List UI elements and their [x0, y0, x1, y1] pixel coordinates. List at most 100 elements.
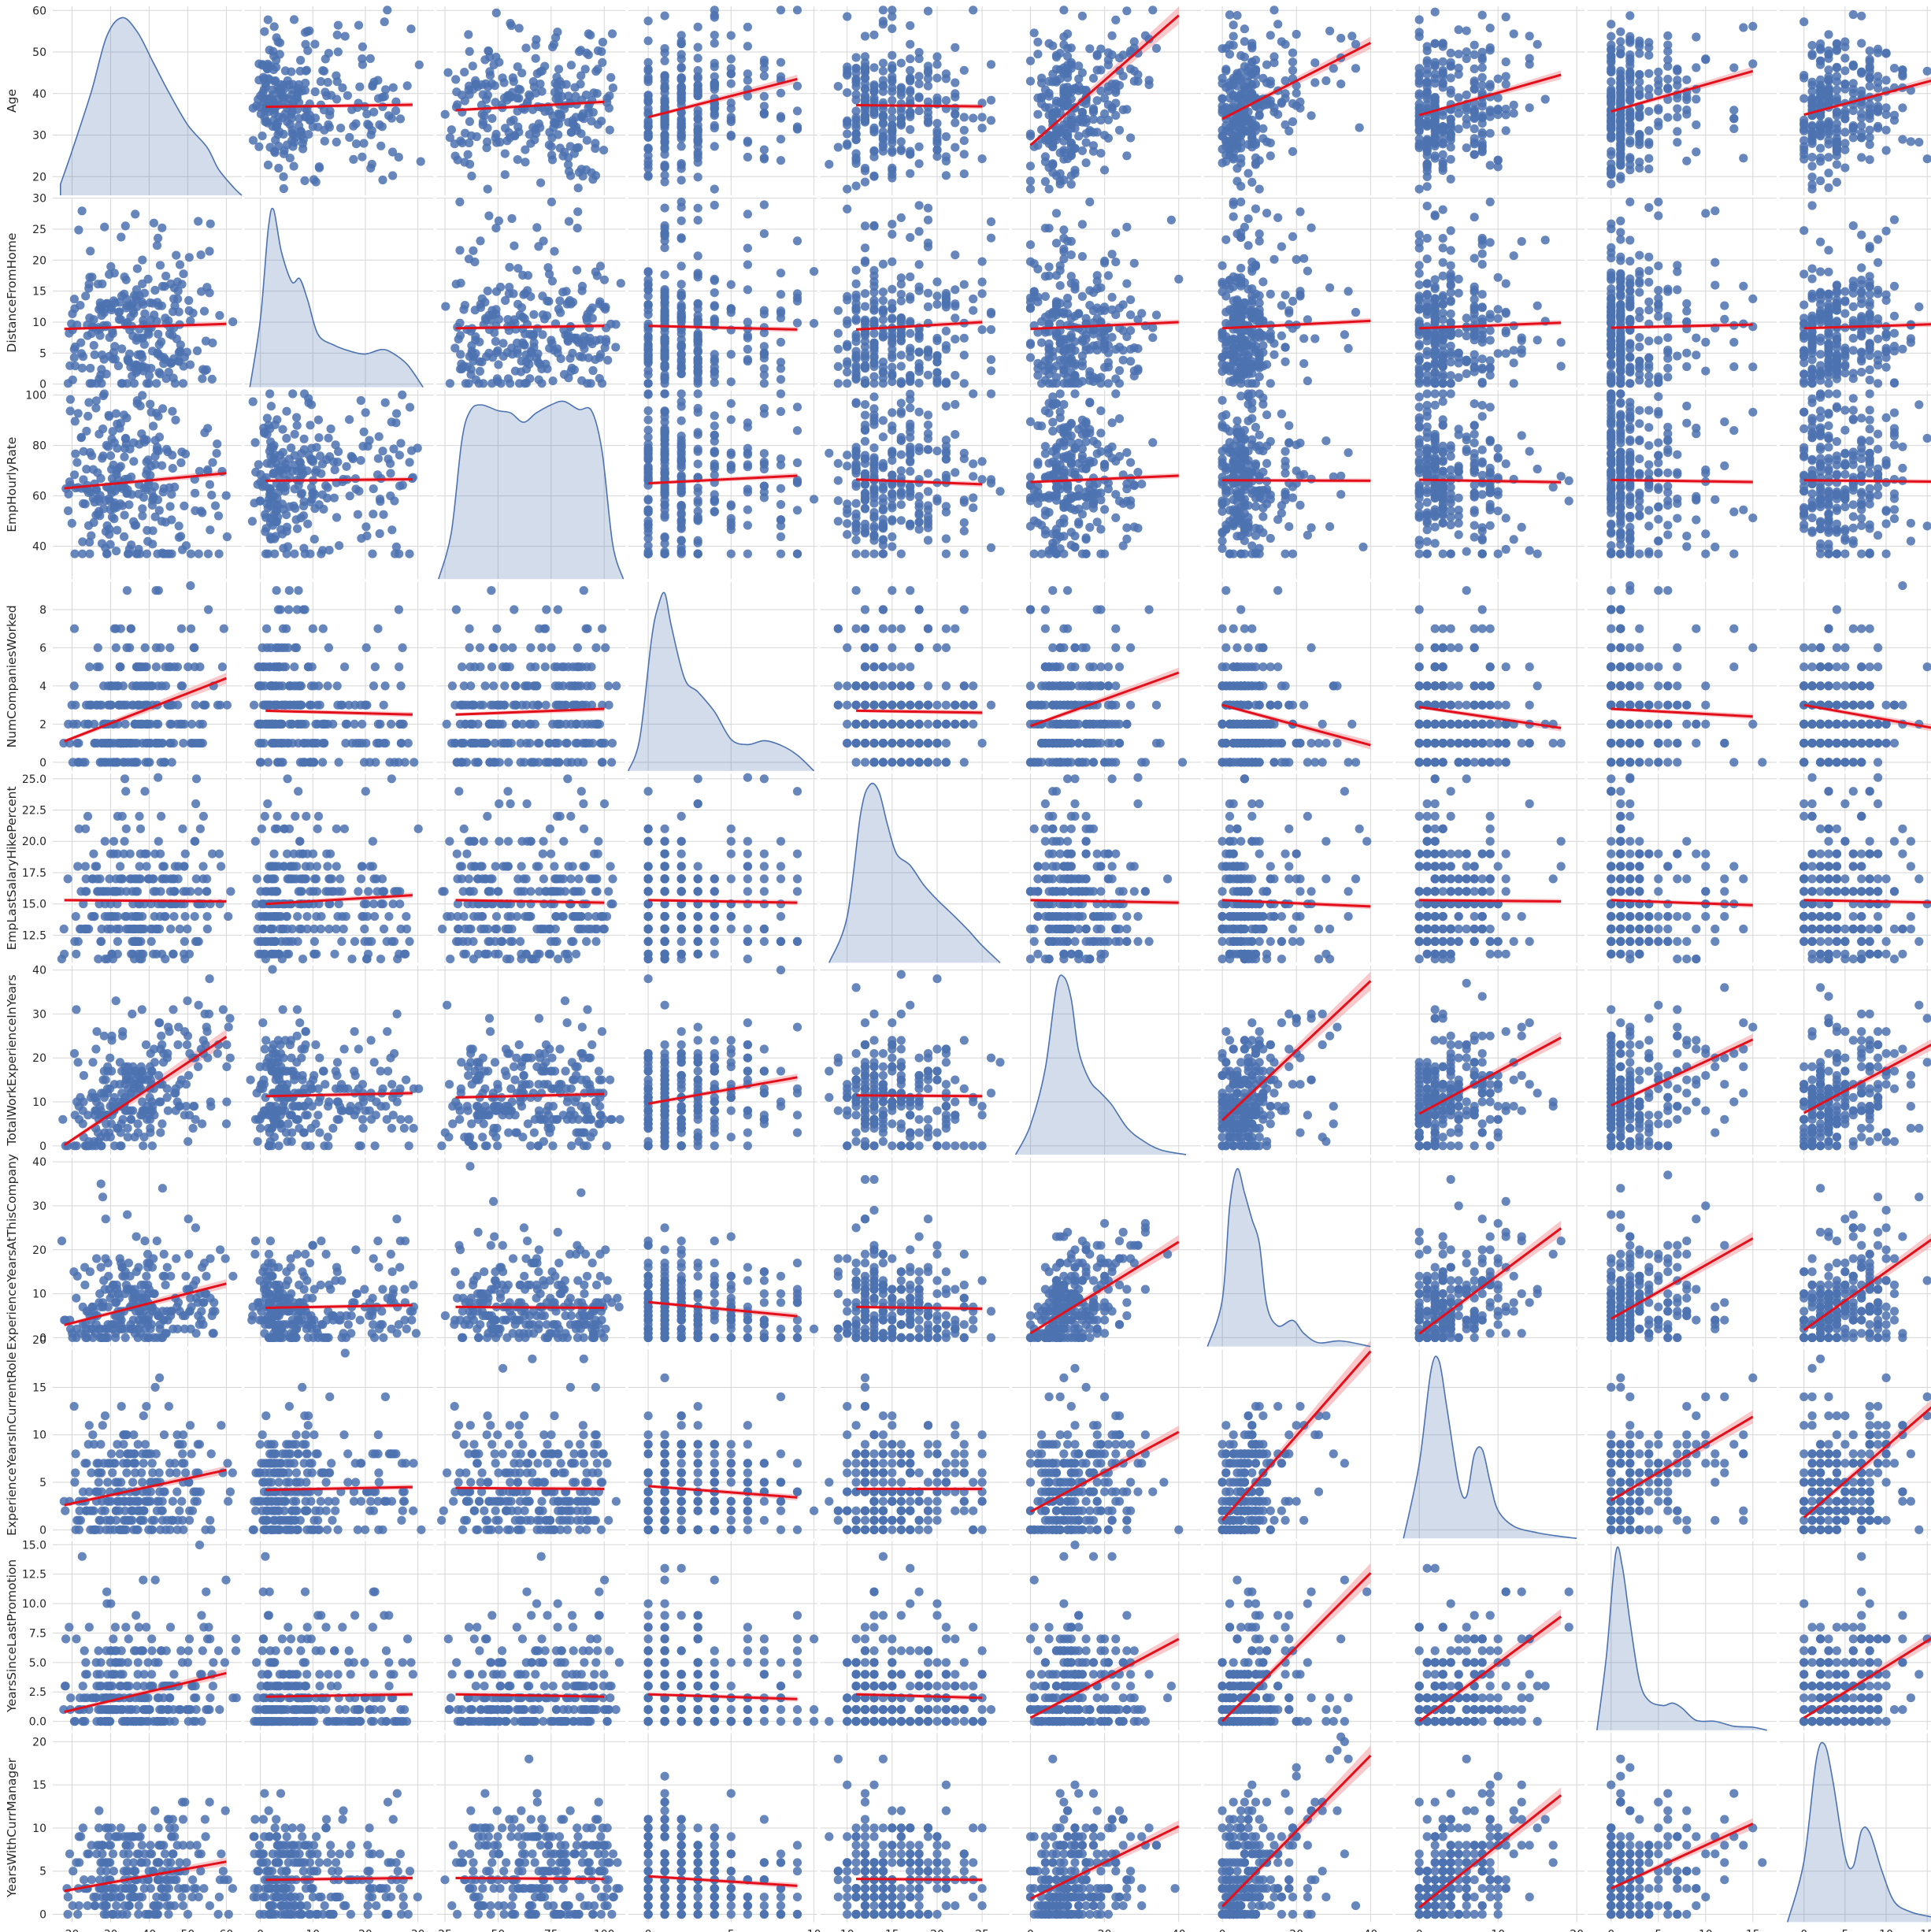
scatter-point [759, 109, 769, 119]
scatter-point [1607, 132, 1616, 141]
scatter-point [598, 37, 608, 47]
scatter-point [693, 368, 702, 377]
scatter-point [1229, 272, 1238, 281]
scatter-point [450, 139, 459, 149]
scatter-point [97, 350, 107, 360]
scatter-point [1898, 65, 1907, 75]
scatter-point [951, 143, 960, 152]
scatter-point [1025, 293, 1036, 302]
scatter-point [986, 366, 996, 376]
scatter-point [1122, 151, 1132, 161]
panel-grid-emp-hourly-rate-vs-emp-hourly-rate [436, 390, 626, 580]
panel-grid-total-work-experience-in-years-vs-num-companies-worked [628, 966, 817, 1155]
scatter-point [1251, 289, 1261, 299]
scatter-point [776, 306, 786, 316]
scatter-point [301, 78, 310, 88]
scatter-point [878, 332, 888, 341]
scatter-point [1914, 138, 1924, 147]
scatter-point [1114, 343, 1125, 352]
scatter-point [381, 85, 391, 95]
scatter-point [914, 282, 924, 291]
scatter-point [1044, 361, 1054, 370]
scatter-point [843, 360, 852, 369]
scatter-point [660, 137, 669, 146]
scatter-point [743, 138, 753, 147]
scatter-point [69, 353, 79, 362]
scatter-point [92, 379, 102, 388]
scatter-point [504, 128, 513, 137]
scatter-point [1229, 32, 1238, 41]
scatter-point [986, 324, 996, 335]
scatter-point [456, 278, 465, 287]
scatter-point [710, 184, 719, 194]
scatter-point [1059, 154, 1069, 164]
scatter-point [1310, 78, 1320, 87]
scatter-point [759, 229, 769, 239]
scatter-point [164, 316, 173, 325]
scatter-point [843, 12, 852, 21]
scatter-point [310, 39, 320, 49]
scatter-point [1509, 100, 1518, 109]
scatter-point [173, 295, 183, 304]
scatter-point [1243, 369, 1253, 379]
scatter-point [443, 68, 453, 77]
panel-grid-years-since-last-promotion-vs-years-since-last-promotion [1587, 1541, 1777, 1730]
scatter-point [616, 279, 625, 288]
scatter-point [1033, 109, 1043, 119]
scatter-point [1430, 79, 1440, 88]
scatter-point [693, 299, 702, 309]
scatter-point [515, 85, 525, 95]
scatter-point [906, 124, 915, 135]
scatter-point [1807, 161, 1817, 171]
scatter-point [388, 171, 398, 180]
scatter-point [556, 354, 565, 363]
scatter-point [179, 269, 188, 279]
scatter-point [776, 88, 786, 98]
scatter-point [776, 290, 786, 299]
scatter-age-vs-distance-from-home [248, 6, 425, 194]
scatter-point [578, 352, 587, 362]
scatter-point [959, 65, 969, 75]
scatter-point [1025, 340, 1036, 350]
scatter-point [1422, 163, 1432, 172]
scatter-point [1077, 358, 1087, 367]
scatter-point [1865, 108, 1874, 117]
scatter-point [1438, 39, 1447, 49]
scatter-point [270, 76, 280, 86]
scatter-point [503, 315, 513, 324]
scatter-point [447, 125, 457, 135]
scatter-point [1281, 357, 1290, 366]
scatter-point [1446, 174, 1455, 184]
scatter-point [1085, 286, 1095, 295]
scatter-point [1840, 80, 1850, 89]
scatter-point [1281, 343, 1290, 352]
scatter-point [69, 295, 79, 304]
scatter-point [366, 163, 376, 172]
scatter-point [1258, 341, 1268, 350]
scatter-point [710, 142, 719, 151]
scatter-point [941, 326, 951, 336]
panel-grid-distance-from-home-vs-years-since-last-promotion [1587, 198, 1777, 388]
scatter-point [554, 65, 564, 74]
scatter-age-vs-experience-years-in-current-role [1414, 7, 1550, 194]
scatter-point [215, 310, 224, 321]
scatter-point [1340, 330, 1349, 339]
scatter-point [1898, 103, 1907, 113]
scatter-point [776, 113, 786, 123]
scatter-point [1025, 176, 1036, 186]
scatter-point [1430, 69, 1440, 79]
scatter-point [263, 160, 273, 170]
scatter-point [523, 286, 532, 295]
scatter-point [394, 153, 403, 162]
scatter-point [1509, 29, 1518, 39]
scatter-point [693, 172, 702, 182]
scatter-point [1310, 334, 1320, 343]
scatter-point [878, 315, 888, 324]
scatter-point [269, 22, 279, 32]
scatter-point [743, 344, 753, 354]
scatter-point [693, 86, 702, 95]
scatter-point [525, 374, 535, 384]
scatter-point [1107, 31, 1117, 40]
scatter-point [643, 370, 653, 380]
scatter-point [402, 81, 412, 91]
